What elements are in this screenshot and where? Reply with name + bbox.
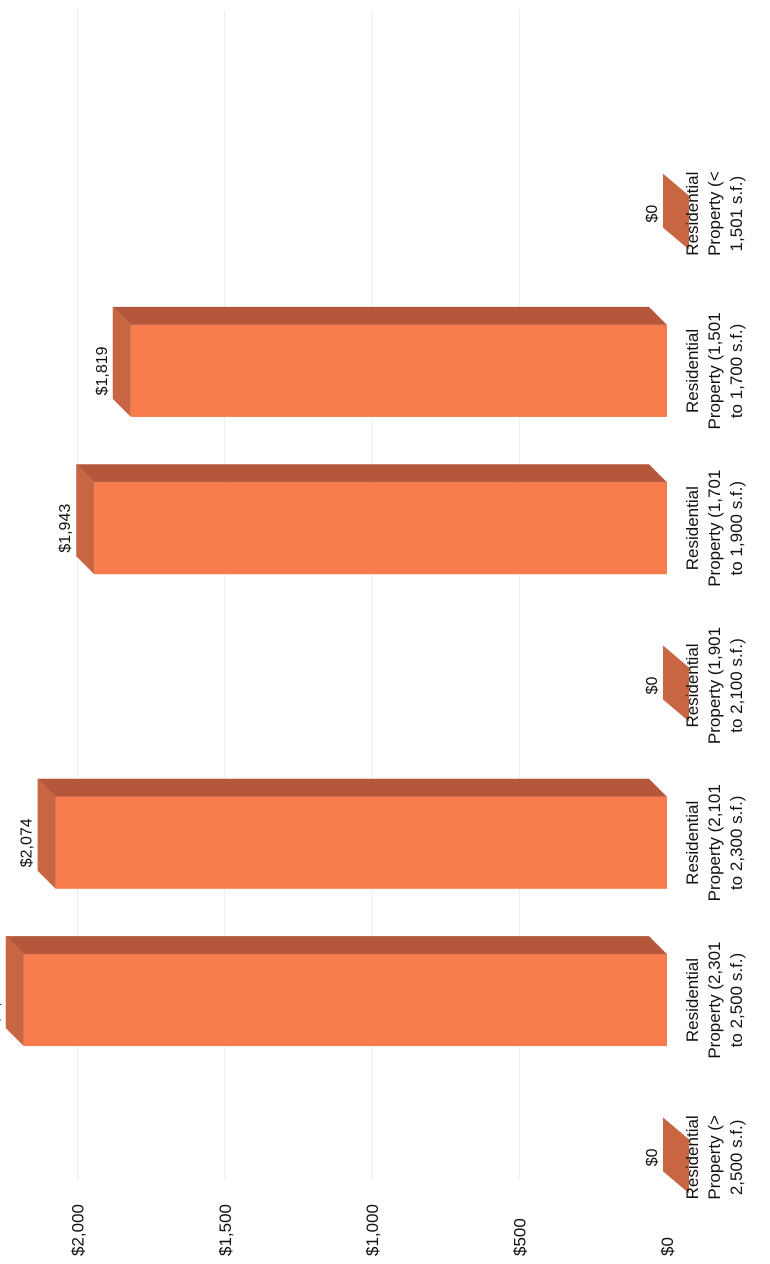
bar-front-face	[55, 796, 668, 889]
data-label: $0	[644, 677, 661, 695]
category-label-line: Property (>	[705, 1115, 724, 1200]
category-label-line: to 1,900 s.f.)	[727, 481, 746, 576]
category-label-line: Property (2,101	[705, 784, 724, 901]
category-label: Residential Property (1,501 to 1,700 s.f.)	[683, 312, 746, 429]
bar-front-face	[23, 954, 668, 1047]
bar-end-face	[5, 936, 24, 1047]
data-label: $2,182	[0, 976, 4, 1025]
category-label-line: Residential	[683, 172, 702, 256]
category-label: Residential Property (2,301 to 2,500 s.f.)	[683, 941, 746, 1058]
data-label: $0	[644, 205, 661, 223]
category-label-line: 2,500 s.f.)	[727, 1120, 746, 1196]
bar-end-face	[37, 778, 56, 889]
bar-3	[663, 645, 689, 722]
y-tick-label: $0	[658, 1237, 677, 1256]
y-tick-label: $2,000	[68, 1204, 87, 1256]
category-label-line: to 2,100 s.f.)	[727, 638, 746, 733]
bar-end-face	[112, 306, 131, 417]
category-label-line: Property (<	[705, 171, 724, 256]
y-tick-label: $500	[511, 1218, 530, 1256]
data-label: $1,943	[57, 504, 74, 553]
category-label: Residential Property (1,901 to 2,100 s.f.)	[683, 627, 746, 744]
category-label: Residential Property (1,701 to 1,900 s.f.)	[683, 470, 746, 587]
category-label-line: Property (1,501	[705, 312, 724, 429]
bar-zero-slab	[663, 1117, 689, 1194]
y-tick-label: $1,500	[216, 1204, 235, 1256]
category-label: Residential Property (> 2,500 s.f.)	[683, 1115, 746, 1200]
category-label-line: Property (1,701	[705, 470, 724, 587]
bar-zero-slab	[663, 645, 689, 722]
bar-2	[37, 778, 668, 889]
data-label: $1,819	[94, 346, 111, 395]
bar-side-face	[5, 936, 668, 955]
category-label-line: Residential	[683, 801, 702, 885]
category-label-line: Residential	[683, 958, 702, 1042]
category-label-line: Property (1,901	[705, 627, 724, 744]
y-tick-label: $1,000	[363, 1204, 382, 1256]
bar-4	[76, 464, 667, 575]
bar-0	[663, 1117, 689, 1194]
bar-side-face	[76, 464, 667, 483]
bar-front-face	[130, 324, 668, 417]
data-label: $0	[644, 1148, 661, 1166]
category-label-line: to 1,700 s.f.)	[727, 324, 746, 419]
bar-side-face	[37, 778, 668, 797]
category-label-line: to 2,300 s.f.)	[727, 796, 746, 891]
bar-1	[5, 936, 668, 1047]
category-label-line: Residential	[683, 329, 702, 413]
bar-end-face	[76, 464, 95, 575]
category-label-line: Residential	[683, 1115, 702, 1199]
category-label-line: Residential	[683, 643, 702, 727]
category-label-line: Residential	[683, 486, 702, 570]
bar-front-face	[94, 482, 667, 575]
bar-side-face	[112, 306, 668, 325]
category-label-line: Property (2,301	[705, 941, 724, 1058]
data-label: $2,074	[19, 818, 36, 867]
category-label: Residential Property (< 1,501 s.f.)	[683, 171, 746, 256]
bar-5	[112, 306, 668, 417]
category-label-line: 1,501 s.f.)	[727, 176, 746, 252]
bar-6	[663, 173, 689, 250]
bar-zero-slab	[663, 173, 689, 250]
category-label: Residential Property (2,101 to 2,300 s.f.)	[683, 784, 746, 901]
category-label-line: to 2,500 s.f.)	[727, 953, 746, 1048]
